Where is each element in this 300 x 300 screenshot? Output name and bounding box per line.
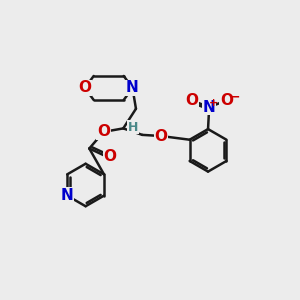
Text: H: H — [128, 121, 138, 134]
Text: O: O — [103, 149, 117, 164]
Text: +: + — [209, 98, 218, 107]
Text: O: O — [185, 93, 198, 108]
Text: O: O — [78, 80, 92, 95]
Text: N: N — [203, 100, 216, 115]
Text: N: N — [126, 80, 139, 95]
Text: O: O — [97, 124, 110, 140]
Text: O: O — [154, 128, 168, 143]
Text: N: N — [61, 188, 74, 203]
Text: O: O — [220, 93, 233, 108]
Text: −: − — [230, 90, 240, 103]
